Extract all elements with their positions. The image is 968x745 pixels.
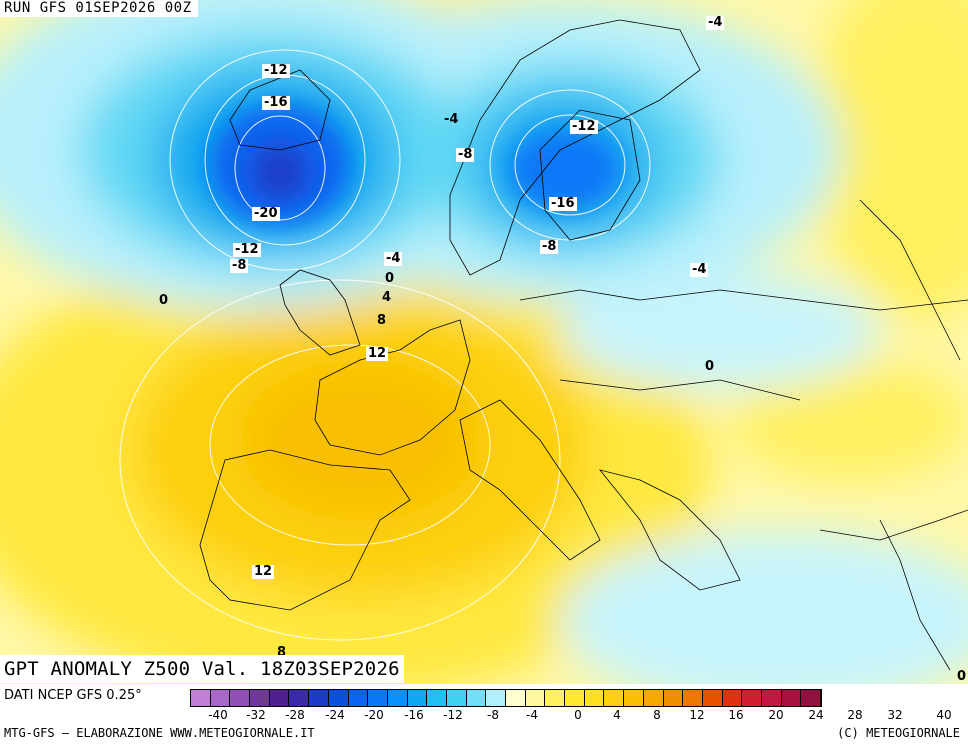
color-scale-cell xyxy=(309,690,329,706)
color-scale-cell xyxy=(289,690,310,706)
color-scale-cell xyxy=(761,690,782,706)
run-label: RUN GFS 01SEP2026 00Z xyxy=(0,0,198,17)
legend-footer: DATI NCEP GFS 0.25° -40 -32 -28 -24 -20 -16 -1… xyxy=(0,684,968,745)
color-scale-tick: -12 xyxy=(443,708,463,722)
color-scale-cell xyxy=(486,690,506,706)
color-scale-cell xyxy=(722,690,743,706)
color-scale-cell xyxy=(328,690,349,706)
color-scale-cell xyxy=(407,690,428,706)
contour-label: -4 xyxy=(690,262,709,277)
color-scale-cell xyxy=(348,690,369,706)
color-scale-tick: -28 xyxy=(285,708,305,722)
contour-label: 8 xyxy=(277,645,287,660)
contour-label: -12 xyxy=(262,63,290,78)
color-scale-cell xyxy=(683,690,703,706)
color-scale-cell xyxy=(506,690,526,706)
color-scale-cell xyxy=(446,690,467,706)
color-scale-cell xyxy=(427,690,447,706)
contour-label: -4 xyxy=(444,112,459,127)
contour-label: 12 xyxy=(252,564,275,579)
contour-label: -4 xyxy=(706,15,725,30)
color-scale-tick: 4 xyxy=(613,708,621,722)
contour-label: -16 xyxy=(549,196,577,211)
contour-label: -8 xyxy=(230,258,249,273)
contour-label: 8 xyxy=(377,313,387,328)
data-source-label: DATI NCEP GFS 0.25° xyxy=(4,688,142,703)
contour-label: -16 xyxy=(262,95,290,110)
contour-label: -4 xyxy=(384,251,403,266)
color-scale-tick: 20 xyxy=(768,708,784,722)
contour-lines xyxy=(119,49,651,641)
contour-label: -8 xyxy=(456,147,475,162)
color-scale-cell xyxy=(525,690,546,706)
contour-label: -12 xyxy=(570,119,598,134)
color-scale-tick: 40 xyxy=(936,708,952,722)
color-scale-cell xyxy=(269,690,290,706)
contour-label: 0 xyxy=(957,669,967,684)
color-scale-tick: 24 xyxy=(808,708,824,722)
color-scale-tick: -16 xyxy=(404,708,424,722)
color-scale-tick: -32 xyxy=(246,708,266,722)
anomaly-shading xyxy=(0,0,968,684)
color-scale-cell xyxy=(781,690,802,706)
color-scale-tick: 12 xyxy=(689,708,705,722)
contour-label: 0 xyxy=(385,271,395,286)
map-field xyxy=(0,0,968,684)
color-scale-tick: 28 xyxy=(847,708,863,722)
color-scale-cell xyxy=(604,690,625,706)
credit-right: (C) METEOGIORNALE xyxy=(837,726,960,740)
color-scale-cell xyxy=(584,690,605,706)
color-scale-cell xyxy=(191,690,211,706)
anomaly-map: RUN GFS 01SEP2026 00Z -4 -12 -16 -20 -12… xyxy=(0,0,968,684)
color-scale-cell xyxy=(663,690,684,706)
color-scale-ticks: -40 -32 -28 -24 -20 -16 -12 -8 -4 0 4 8 12 16 20 24 28 32… xyxy=(190,708,968,724)
color-scale-tick: -4 xyxy=(526,708,538,722)
contour-label: -12 xyxy=(233,242,261,257)
map-title: GPT ANOMALY Z500 Val. 18Z03SEP2026 xyxy=(0,655,404,683)
color-scale-cell xyxy=(250,690,270,706)
color-scale-cell xyxy=(466,690,487,706)
color-scale-tick: -24 xyxy=(325,708,345,722)
color-scale-cell xyxy=(742,690,762,706)
color-scale-cell xyxy=(565,690,585,706)
color-scale-cell xyxy=(230,690,251,706)
contour-label: 12 xyxy=(366,346,389,361)
color-scale-cell xyxy=(210,690,231,706)
color-scale-bar xyxy=(190,689,822,707)
contour-label: 4 xyxy=(382,290,392,305)
color-scale-tick: 16 xyxy=(728,708,744,722)
color-scale-cell xyxy=(545,690,566,706)
color-scale-cell xyxy=(624,690,644,706)
contour-label: -8 xyxy=(540,239,559,254)
contour-label: 0 xyxy=(159,293,169,308)
color-scale-tick: 0 xyxy=(574,708,582,722)
contour-label: -20 xyxy=(252,206,280,221)
color-scale-tick: -8 xyxy=(487,708,499,722)
color-scale-cell xyxy=(702,690,723,706)
color-scale-cell xyxy=(643,690,664,706)
credit-left: MTG-GFS — ELABORAZIONE WWW.METEOGIORNALE… xyxy=(4,726,315,740)
contour-label: 0 xyxy=(705,359,715,374)
color-scale-tick: 8 xyxy=(653,708,661,722)
color-scale-cell xyxy=(387,690,408,706)
color-scale-cell xyxy=(801,690,821,706)
color-scale-tick: -40 xyxy=(208,708,228,722)
color-scale-tick: 32 xyxy=(887,708,903,722)
color-scale-cell xyxy=(368,690,388,706)
coastlines xyxy=(199,19,968,671)
color-scale-tick: -20 xyxy=(364,708,384,722)
